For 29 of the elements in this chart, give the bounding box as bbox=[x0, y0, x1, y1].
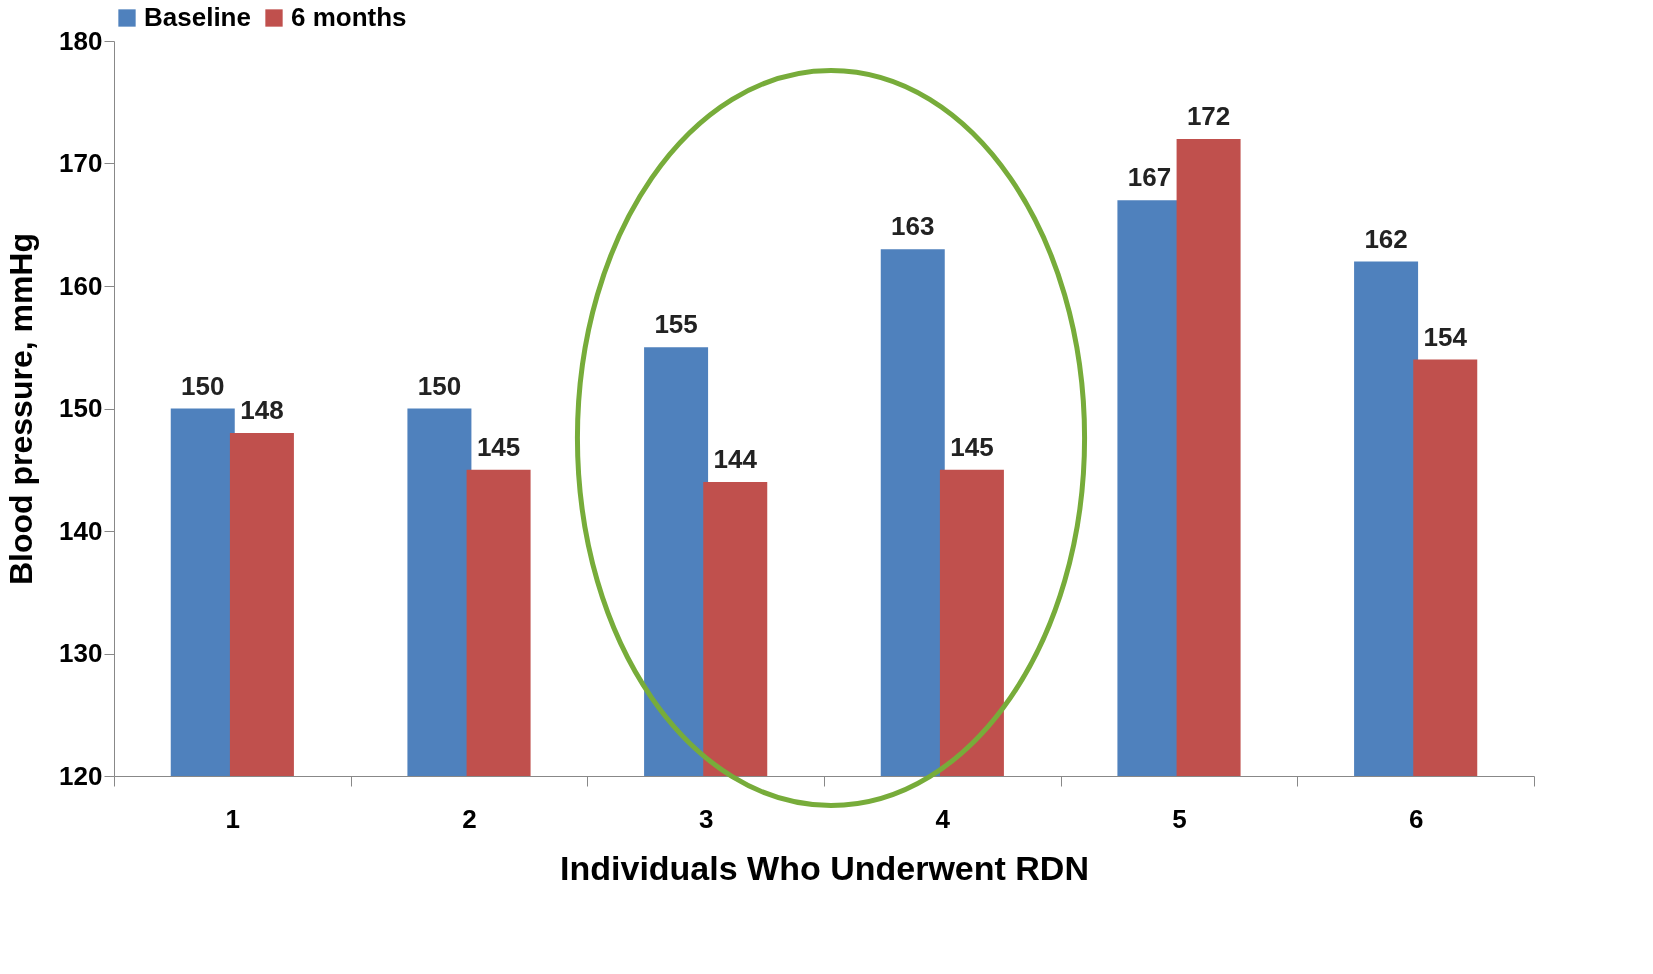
data-label: 144 bbox=[713, 444, 758, 474]
x-tick-label: 3 bbox=[698, 803, 714, 834]
data-label: 167 bbox=[1127, 162, 1172, 193]
x-tick-label: 4 bbox=[935, 803, 951, 834]
y-tick-label: 160 bbox=[59, 270, 103, 301]
data-label: 150 bbox=[181, 370, 225, 401]
data-label: 154 bbox=[1423, 321, 1468, 352]
data-label: 148 bbox=[240, 395, 284, 425]
x-tick-label: 6 bbox=[1408, 803, 1424, 834]
data-label: 155 bbox=[654, 309, 698, 340]
x-axis-title: Individuals Who Underwent RDN bbox=[560, 848, 1089, 887]
data-label: 172 bbox=[1186, 101, 1231, 131]
y-tick-label: 180 bbox=[59, 25, 103, 56]
legend-label: Baseline bbox=[144, 2, 251, 32]
data-label: 162 bbox=[1364, 223, 1408, 254]
y-tick-label: 170 bbox=[59, 148, 103, 178]
y-tick-label: 120 bbox=[59, 760, 103, 791]
y-tick-label: 130 bbox=[59, 638, 103, 668]
x-tick-label: 2 bbox=[462, 803, 477, 834]
data-label: 145 bbox=[950, 431, 994, 462]
y-tick-label: 140 bbox=[59, 515, 103, 546]
x-tick-label: 1 bbox=[225, 803, 241, 834]
data-label: 150 bbox=[417, 370, 462, 401]
x-tick-label: 5 bbox=[1172, 803, 1187, 834]
y-axis-title: Blood pressure, mmHg bbox=[3, 232, 40, 586]
y-tick-label: 150 bbox=[59, 393, 103, 423]
data-label: 163 bbox=[891, 211, 935, 242]
data-label: 145 bbox=[476, 431, 521, 462]
legend-label: 6 months bbox=[291, 2, 407, 32]
